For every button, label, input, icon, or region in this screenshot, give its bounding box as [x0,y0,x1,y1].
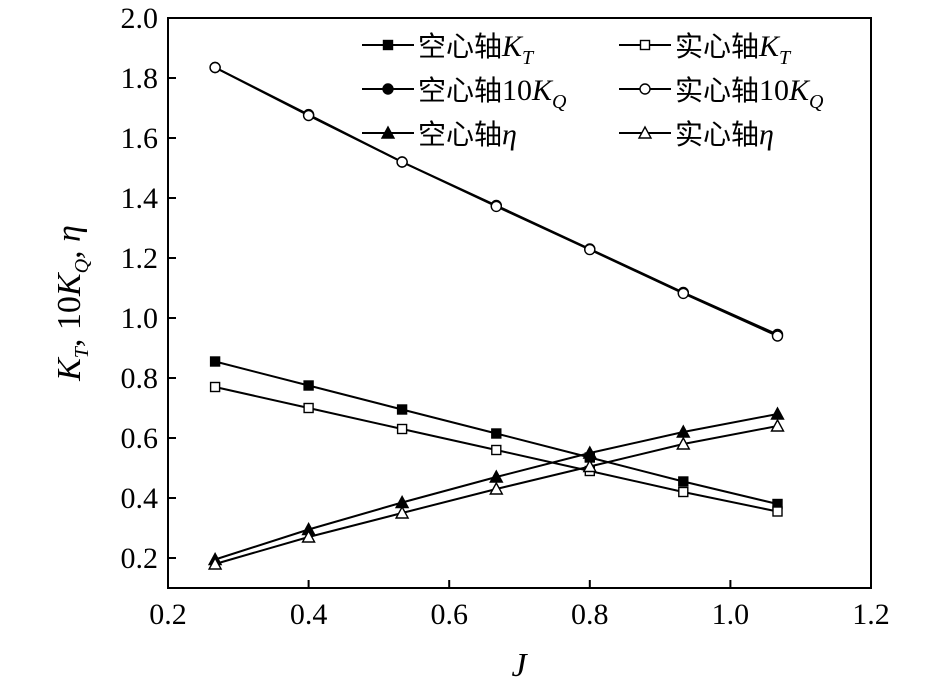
legend-marker [382,83,394,95]
data-point [207,556,223,570]
series-layer [207,61,785,570]
data-point [209,61,221,74]
data-point [584,243,596,256]
x-tick-label: 0.2 [149,598,187,631]
x-tick-label: 0.4 [290,598,328,631]
data-point [396,423,408,435]
data-point [678,476,689,487]
data-point [490,200,503,213]
data-point [303,380,314,391]
y-tick-label: 0.8 [121,362,159,395]
x-tick-label: 0.6 [430,598,468,631]
data-point [209,356,221,367]
legend-label: 实心轴KT [675,30,792,69]
data-point [771,330,784,342]
data-point [677,287,689,300]
series-6 [207,418,785,570]
legend-marker [639,83,651,95]
y-tick-label: 0.6 [121,422,159,455]
legend: 空心轴KT 实心轴KT 空心轴10KQ 实心轴10KQ 空心轴η 实心轴η [362,30,824,151]
series-5 [207,406,785,566]
legend-item: 空心轴KT [362,30,535,69]
legend-marker [380,125,396,139]
x-tick-label: 1.2 [852,598,890,631]
data-point [489,481,504,495]
legend-marker [639,39,651,51]
x-axis: 0.2 0.4 0.6 0.8 1.0 1.2 [149,580,890,631]
data-point [582,445,597,459]
y-tick-label: 1.0 [121,302,159,335]
legend-item: 空心轴10KQ [362,74,567,113]
legend-label: 实心轴η [675,118,774,151]
legend-label: 空心轴10KQ [418,74,567,113]
y-title-q: Q [71,258,93,273]
data-point [394,505,410,519]
y-axis-title: KT, 10KQ, η [51,225,93,382]
plot-frame [167,17,872,589]
y-title-mid: , 10 [51,296,88,347]
data-point [491,444,502,456]
y-title-end: , η [51,225,88,259]
data-point [772,506,783,517]
data-point [582,459,597,473]
legend-label: 空心轴η [418,118,517,151]
data-point [209,381,221,393]
legend-label: 空心轴KT [418,30,535,69]
y-tick-label: 1.4 [121,182,159,215]
data-point [302,109,315,122]
legend-marker [382,39,394,51]
x-axis-title: J [511,647,528,684]
legend-item: 实心轴10KQ [619,74,824,113]
x-tick-label: 1.0 [712,598,750,631]
series-4 [209,61,784,342]
y-title-t: T [71,345,93,358]
legend-item: 空心轴η [362,118,517,151]
data-point [770,406,785,420]
data-point [301,529,316,543]
y-tick-label: 1.2 [121,242,159,275]
y-tick-label: 2.0 [121,2,159,35]
legend-item: 实心轴η [619,118,774,151]
y-axis: 0.2 0.4 0.6 0.8 1.0 1.2 1.4 1.6 1.8 2.0 [121,2,176,575]
data-point [678,486,689,498]
data-point [396,404,408,415]
data-point [491,428,502,439]
data-point [303,402,314,414]
data-point [676,436,691,450]
y-tick-label: 1.6 [121,122,159,155]
y-tick-label: 0.2 [121,542,159,575]
data-point [770,418,785,432]
y-tick-label: 1.8 [121,62,159,95]
y-title-k: K [51,356,88,382]
legend-item: 实心轴KT [619,30,792,69]
legend-marker [637,125,653,139]
data-point [396,156,408,168]
x-tick-label: 0.8 [571,598,609,631]
y-tick-label: 0.4 [121,482,159,515]
y-title-k2: K [51,271,88,297]
legend-label: 实心轴10KQ [675,74,824,113]
series-2 [209,381,783,517]
